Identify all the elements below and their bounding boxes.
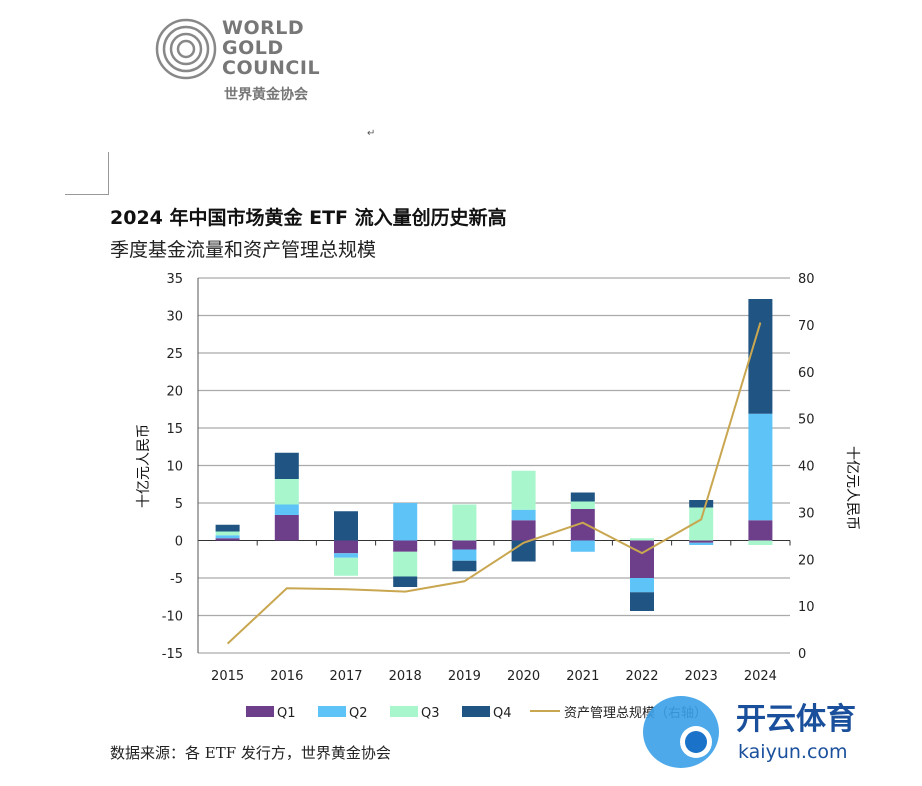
bar-q1-2023 [689,540,714,543]
logo-cn: 世界黄金协会 [224,87,308,103]
bar-q2-2017 [334,553,358,558]
y-tick-label: -15 [162,647,183,662]
y-tick-label: 30 [166,310,183,325]
y-tick-label: 10 [166,460,183,475]
bar-q1-2017 [334,540,358,554]
x-tick-label: 2021 [566,669,599,684]
chart-title: 2024 年中国市场黄金 ETF 流入量创历史新高 [110,207,507,229]
bar-q3-2018 [393,551,418,577]
y2-tick-label: 10 [798,600,815,615]
y-axis-label: 十亿元人民币 [136,424,152,508]
bar-q3-2019 [452,504,477,541]
kaiyun-watermark: 开云体育 kaiyun.com [636,684,916,778]
bar-q4-2023 [689,500,714,508]
bar-q2-2019 [452,549,477,561]
y2-tick-label: 80 [798,272,815,287]
bar-q3-2015 [215,531,240,536]
bar-q2-2022 [630,578,654,593]
bar-q4-2024 [748,299,773,414]
paragraph-mark: ↵ [367,128,376,139]
y2-tick-label: 40 [798,460,815,475]
bar-q2-2018 [393,503,418,541]
x-tick-label: 2018 [389,669,422,684]
bar-q2-2020 [511,509,536,521]
legend-swatch-q1 [246,706,274,717]
page-corner-mark [65,152,109,195]
bar-q4-2017 [334,511,358,541]
bar-q2-2023 [689,542,714,545]
legend-swatch-q4 [462,706,490,717]
bar-q4-2022 [630,592,654,611]
wgc-logo-icon [155,18,217,84]
y-tick-label: 25 [166,347,183,362]
watermark-cn: 开云体育 [736,702,856,737]
bar-q3-2021 [570,501,595,509]
x-tick-label: 2017 [329,669,362,684]
bar-q2-2016 [274,504,299,515]
legend-swatch-q3 [390,706,418,717]
y2-tick-label: 20 [798,553,815,568]
legend-label: Q4 [493,706,512,721]
legend-label: Q1 [277,706,296,721]
bar-q2-2024 [748,413,773,521]
bar-q1-2024 [748,520,773,541]
bar-q3-2020 [511,470,536,510]
bar-q4-2015 [215,524,240,532]
bar-q1-2019 [452,540,477,550]
bar-q3-2016 [274,479,299,505]
y-tick-label: 5 [175,497,183,512]
y-tick-label: -10 [162,610,183,625]
source-note: 数据来源：各 ETF 发行方，世界黄金协会 [110,744,391,762]
chart-subtitle: 季度基金流量和资产管理总规模 [110,239,377,261]
x-tick-label: 2023 [685,669,718,684]
y-tick-label: 0 [175,535,183,550]
x-tick-label: 2015 [211,669,244,684]
bar-q3-2024 [748,540,773,545]
legend-label: Q2 [349,706,368,721]
x-tick-label: 2022 [625,669,658,684]
legend-label: Q3 [421,706,440,721]
x-tick-label: 2019 [448,669,481,684]
bar-q4-2016 [274,452,299,479]
legend-swatch-q2 [318,706,346,717]
bar-q2-2015 [215,535,240,539]
y2-tick-label: 0 [798,647,806,662]
y2-tick-label: 50 [798,413,815,428]
y2-tick-label: 60 [798,366,815,381]
bar-q1-2018 [393,540,418,552]
y2-tick-label: 30 [798,506,815,521]
x-tick-label: 2024 [744,669,777,684]
y2-tick-label: 70 [798,319,815,334]
bar-q4-2018 [393,576,418,587]
y-tick-label: -5 [170,572,183,587]
bar-q2-2021 [570,540,595,552]
bar-q3-2017 [334,557,358,576]
bar-q4-2019 [452,560,477,572]
watermark-en: kaiyun.com [738,741,848,763]
bar-q1-2015 [215,538,240,541]
bar-q1-2020 [511,520,536,541]
x-tick-label: 2020 [507,669,540,684]
bar-q3-2022 [630,538,654,541]
bar-q1-2022 [630,540,654,578]
bar-q1-2016 [274,515,299,541]
y-tick-label: 20 [166,385,183,400]
y2-axis-label: 十亿元人民币 [844,446,860,530]
x-tick-label: 2016 [270,669,303,684]
logo-text: WORLD GOLD COUNCIL [222,17,321,79]
bar-q4-2021 [570,492,595,502]
y-tick-label: 35 [166,272,183,287]
y-tick-label: 15 [166,422,183,437]
aum-line [226,322,762,645]
